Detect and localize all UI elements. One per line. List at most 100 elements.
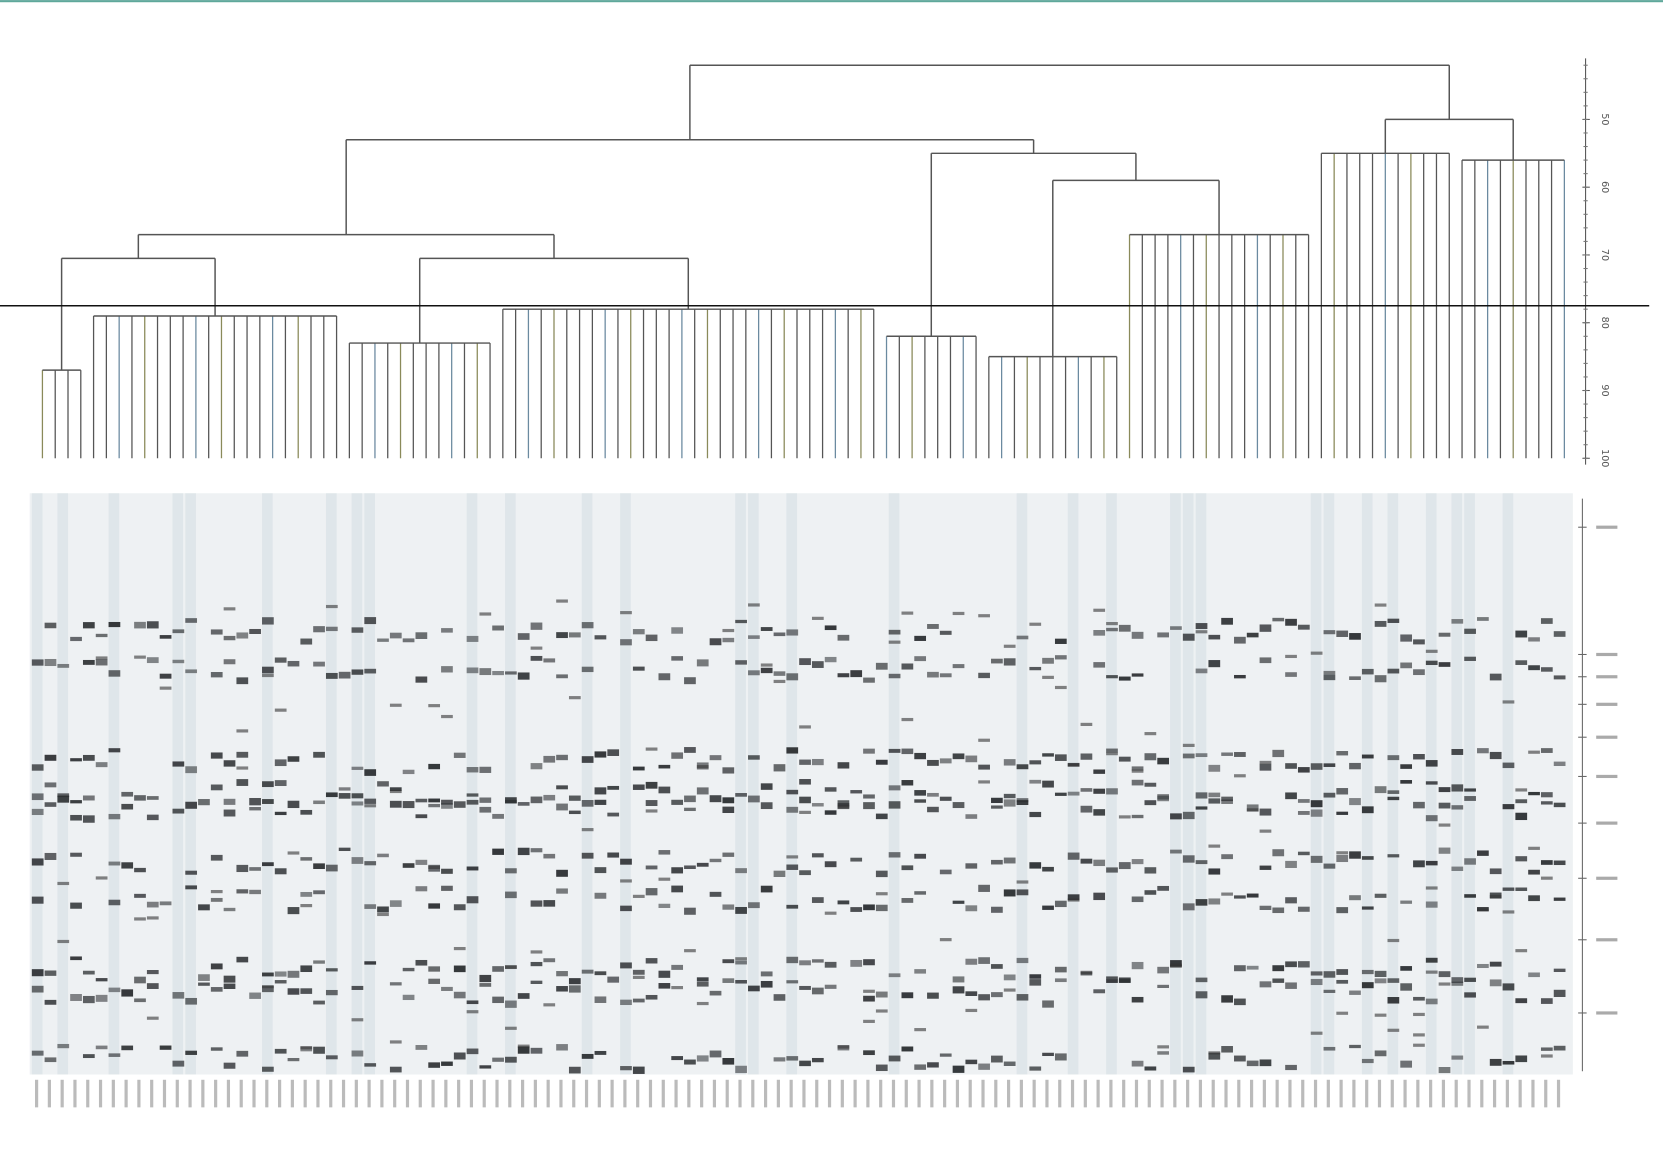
gel-band [1336,980,1348,984]
lane-label [815,1080,818,1108]
gel-band [786,747,798,753]
lane-streak [735,493,746,1074]
gel-band [147,983,159,989]
gel-band [569,1067,581,1074]
gel-band [1451,867,1463,871]
gel-band [185,1051,197,1055]
gel-band [1208,635,1220,640]
gel-band [454,801,466,808]
gel-band [416,799,428,803]
gel-band [1119,979,1131,983]
gel-band [863,1020,875,1023]
lane-label [125,1080,128,1108]
gel-band [799,870,811,875]
gel-band [300,892,312,897]
gel-band [940,797,952,801]
lane-label [1378,1080,1381,1108]
gel-band [825,861,837,867]
gel-band [1144,867,1156,873]
gel-band [1362,669,1374,675]
gel-band [313,1047,325,1054]
gel-band [582,853,594,859]
lane-label [802,1080,805,1108]
lane-label [1506,1080,1509,1108]
gel-band [1183,634,1195,641]
gel-band [1055,686,1067,689]
gel-band [1093,989,1105,993]
lane-label [1148,1080,1151,1108]
lane-label [227,1080,230,1108]
gel-band [1439,803,1451,809]
gel-band [326,627,338,631]
gel-band [275,868,287,874]
gel-band [1311,809,1323,816]
gel-band [1055,639,1067,644]
gel-band [1426,886,1438,889]
lane-streak [1068,493,1079,1074]
gel-band [531,900,543,906]
gel-band [1221,854,1233,859]
gel-band [978,614,990,617]
gel-band [1464,657,1476,661]
gel-band [467,793,479,796]
gel-band [710,1051,722,1058]
gel-band [390,900,402,907]
lane-label [1097,1080,1100,1108]
gel-band [416,814,428,818]
gel-band [658,850,670,855]
gel-band [978,765,990,770]
gel-band [1208,1051,1220,1054]
lane-label [572,1080,575,1108]
gel-band [236,766,248,769]
gel-band [364,961,376,964]
gel-tick-label [1596,877,1617,880]
gel-band [428,979,440,984]
gel-band [1144,1066,1156,1070]
gel-band [1387,978,1399,983]
lane-label [457,1080,460,1108]
gel-band [825,912,837,915]
gel-band [1234,675,1246,678]
gel-band [236,1051,248,1057]
gel-band [1349,763,1361,769]
gel-band [1081,753,1093,759]
lane-label [342,1080,345,1108]
gel-band [147,1017,159,1020]
gel-band [774,764,786,771]
lane-streak [1170,493,1181,1074]
gel-band [1387,619,1399,623]
gel-band [812,1058,824,1062]
gel-band [812,759,824,765]
gel-band [83,755,95,761]
gel-band [96,656,108,659]
gel-band [1260,1059,1272,1066]
gel-band [838,635,850,641]
gel-band [211,898,223,902]
gel-band [761,627,773,631]
gel-band [1362,982,1374,988]
gel-band [467,896,479,903]
gel-band [224,1063,236,1069]
gel-band [518,672,530,679]
gel-band [1183,754,1195,759]
gel-band [275,759,287,766]
lane-label [265,1080,268,1108]
gel-band [1119,677,1131,681]
gel-band [953,664,965,668]
gel-band [1029,979,1041,986]
gel-band [1387,1029,1399,1032]
gel-band [1221,752,1233,755]
gel-band [684,808,696,811]
gel-band [1272,978,1284,982]
gel-band [57,796,69,803]
gel-band [786,807,798,813]
gel-band [236,889,248,893]
gel-band [1349,633,1361,640]
gel-band [1260,761,1272,764]
gel-band [1183,903,1195,910]
gel-band [1247,966,1259,970]
gel-band [965,959,977,965]
gel-band [748,755,760,759]
lane-label [176,1080,179,1108]
gel-band [70,637,82,641]
